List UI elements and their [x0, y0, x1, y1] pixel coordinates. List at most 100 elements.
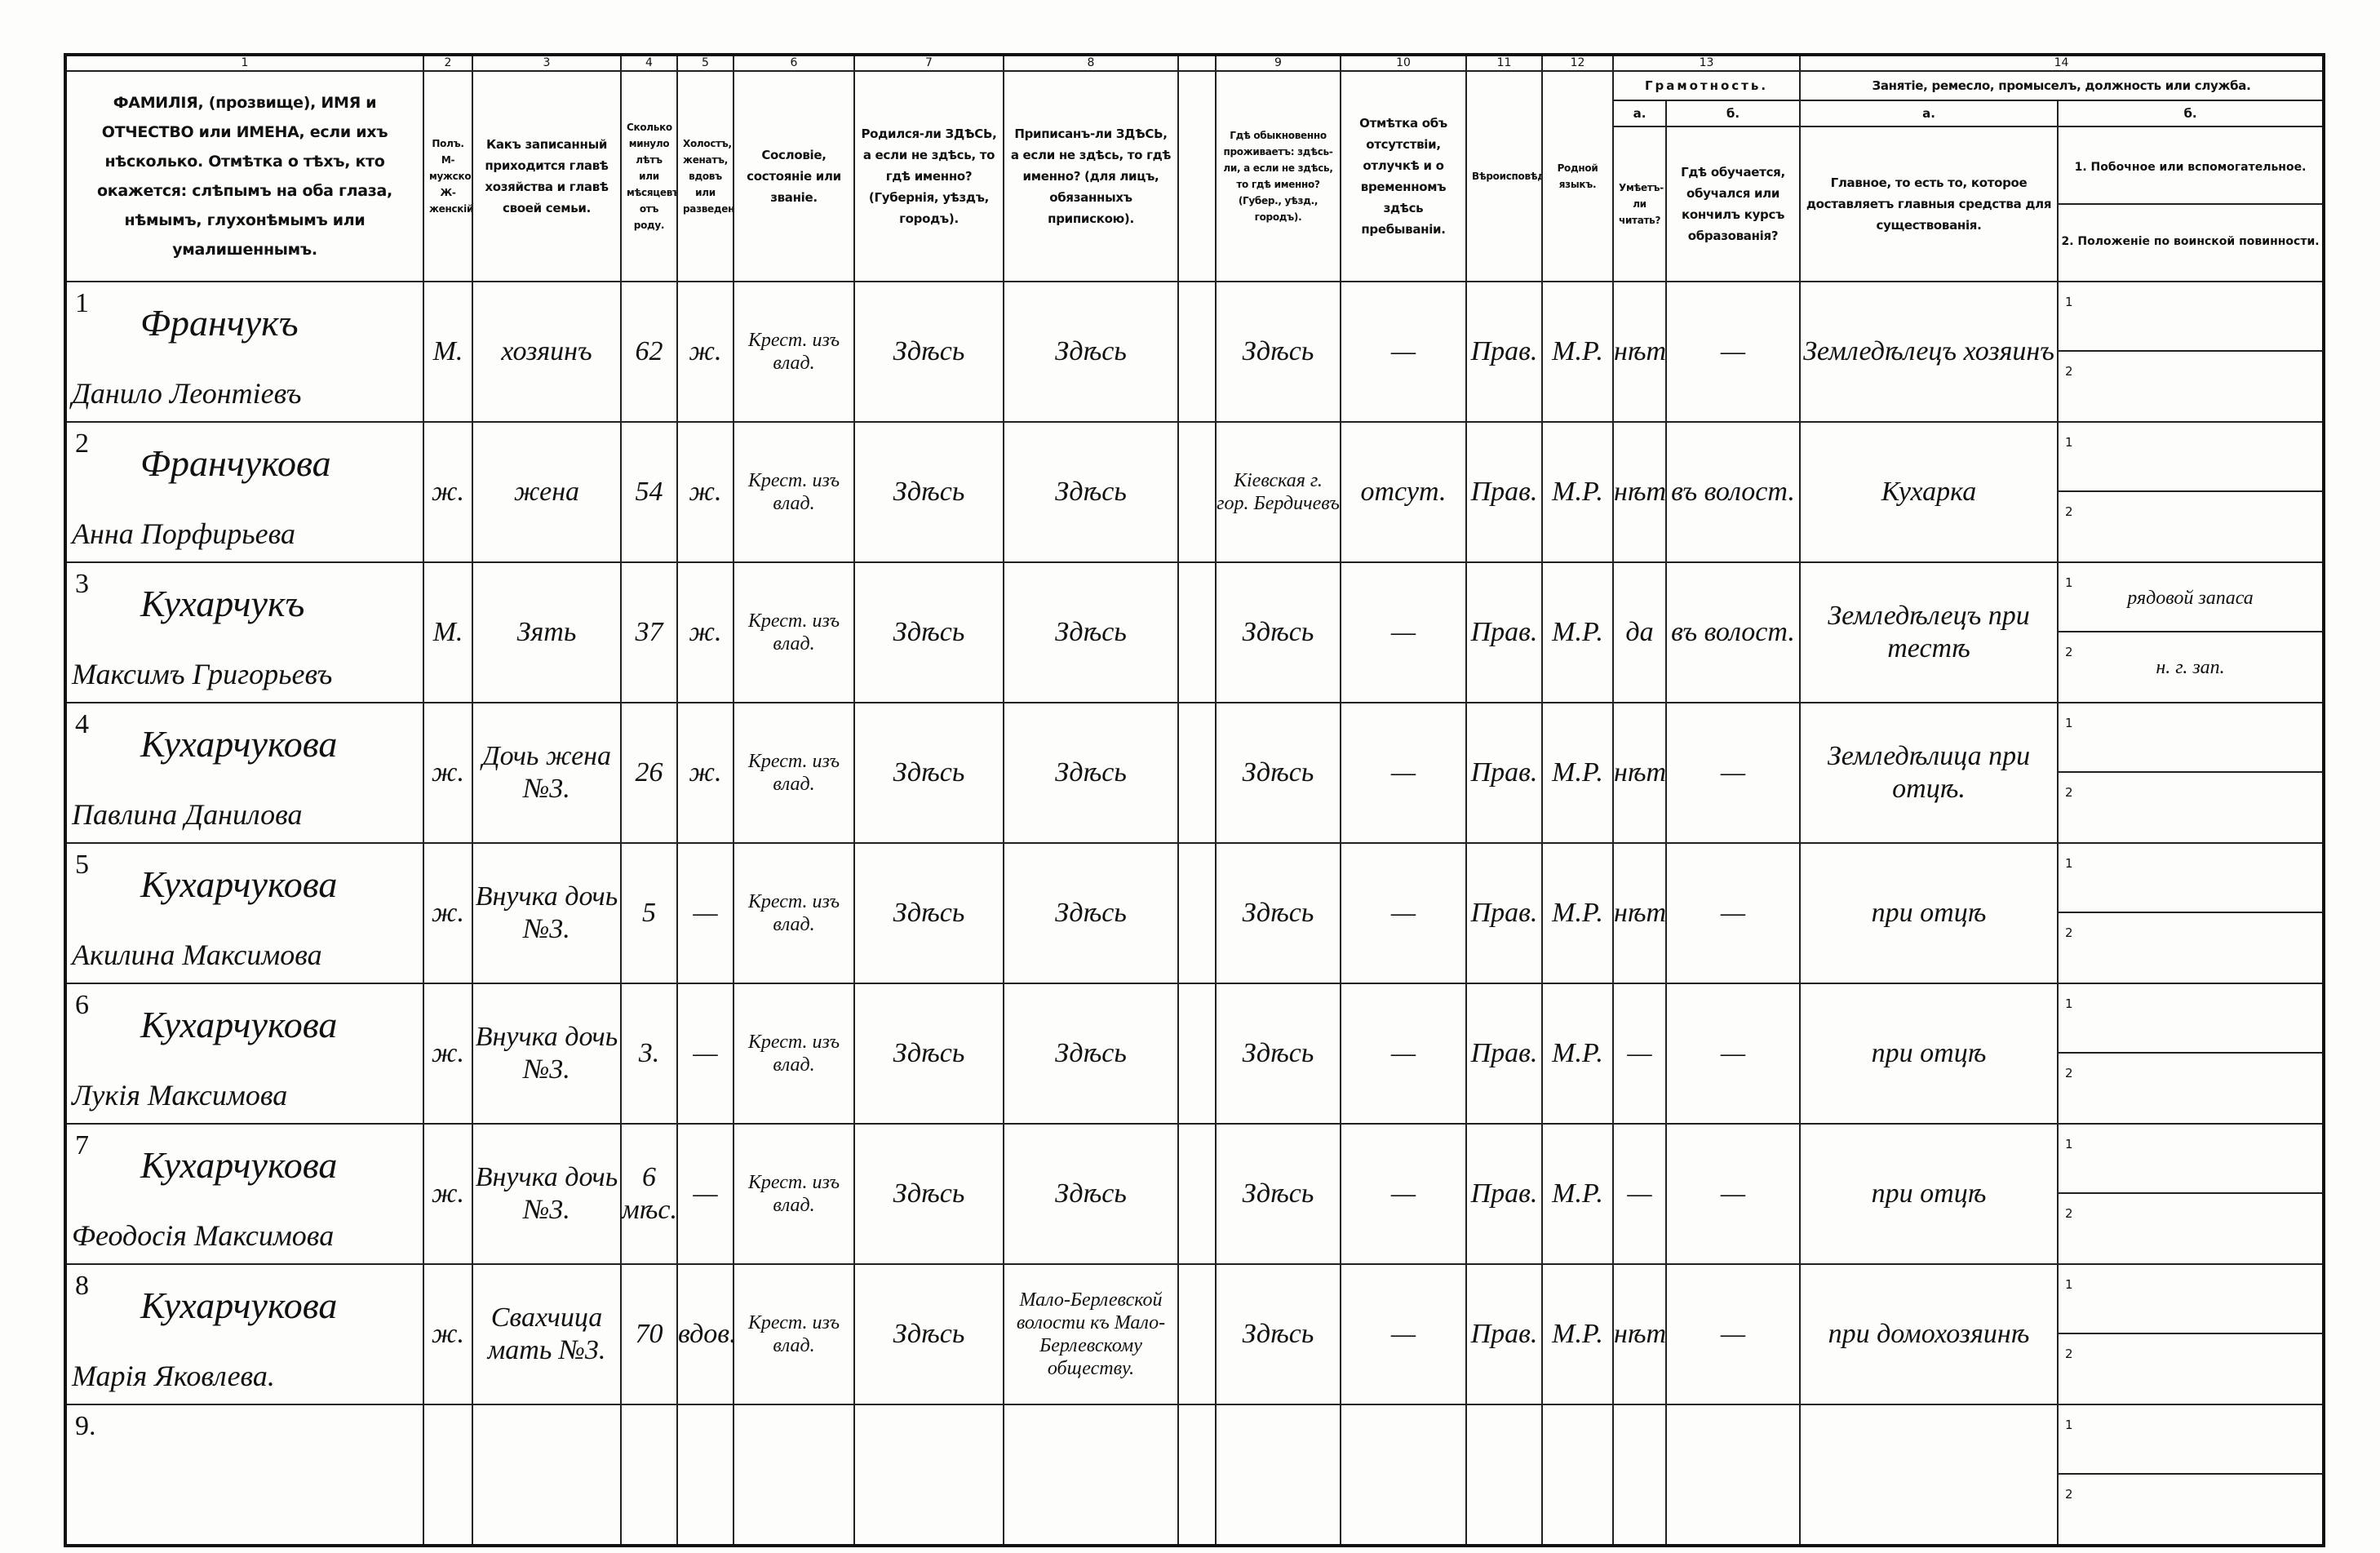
age: 37 — [635, 617, 663, 647]
literate-cell: нѣтъ — [1612, 842, 1667, 984]
literate-cell: нѣтъ — [1612, 421, 1667, 563]
sex-cell: М. — [423, 281, 473, 423]
occupation: Кухарка — [1881, 477, 1977, 507]
born-cell: Здѣсь — [853, 1123, 1004, 1265]
education-cell — [1664, 1404, 1802, 1546]
literate: нѣтъ — [1614, 757, 1666, 788]
education: — — [1720, 1319, 1746, 1349]
religion-cell: Прав. — [1465, 1123, 1543, 1265]
row-number: 1 — [75, 288, 89, 318]
secondary-half: 2 — [2059, 771, 2323, 841]
estate-cell: Крест. изъ влад. — [733, 281, 855, 423]
residence: Здѣсь — [1242, 1178, 1314, 1209]
language: М.Р. — [1552, 1319, 1603, 1349]
secondary-half: 1 рядовой запаса — [2059, 564, 2322, 632]
education-cell: — — [1664, 702, 1802, 844]
column-header: Гдѣ обыкновенно проживаетъ: здѣсь-ли, а … — [1215, 70, 1341, 282]
marital: — — [693, 898, 718, 928]
sub-label: 1 — [2065, 1418, 2073, 1432]
row-number: 3 — [75, 569, 89, 599]
absence: — — [1390, 1038, 1416, 1068]
marital-cell: ж. — [676, 702, 734, 844]
religion: Прав. — [1470, 617, 1538, 647]
residence: Здѣсь — [1242, 336, 1314, 366]
row-number: 2 — [75, 428, 89, 459]
secondary-half: 2 — [2059, 912, 2323, 982]
sex-cell: ж. — [423, 983, 473, 1125]
age: 5 — [642, 898, 656, 928]
name-cell: 5 Кухарчукова Акилина Максимова — [64, 842, 424, 984]
row-number: 7 — [75, 1130, 89, 1160]
religion: Прав. — [1470, 898, 1538, 928]
column-number: 7 — [853, 54, 1004, 72]
religion-cell: Прав. — [1465, 842, 1543, 984]
sub-header: 1. Побочное или вспомогательное. — [2074, 160, 2307, 174]
sub-label: 1 — [2065, 996, 2073, 1011]
column-numbers: 1 2 3 4 5 6 7 8 9 10 11 12 13 14 — [64, 54, 2325, 72]
marital-cell: ж. — [676, 281, 734, 423]
occupation: Земледѣлецъ хозяинъ — [1803, 336, 2054, 366]
given-name: Максимъ Григорьевъ — [72, 658, 333, 690]
estate-cell: Крест. изъ влад. — [733, 561, 855, 703]
sub-label: 1 — [2065, 716, 2073, 730]
literate-cell: нѣтъ — [1612, 702, 1667, 844]
registered-cell: Здѣсь — [1003, 421, 1179, 563]
occupation: при домохозяинѣ — [1828, 1319, 2030, 1349]
age: 3. — [638, 1038, 660, 1068]
residence: Здѣсь — [1242, 1038, 1314, 1068]
name-cell: 3 Кухарчукъ Максимъ Григорьевъ — [64, 561, 424, 703]
registered: Здѣсь — [1055, 898, 1127, 928]
sub-header: Главное, то есть то, которое доставляетъ… — [1799, 126, 2059, 282]
born-cell: Здѣсь — [853, 983, 1004, 1125]
military: н. г. зап. — [2156, 656, 2225, 678]
relation-cell: Внучка дочь №3. — [472, 842, 622, 984]
born-cell: Здѣсь — [853, 421, 1004, 563]
sub-header: 2. Положеніе по воинской повинности. — [2059, 203, 2323, 277]
marital: вдов. — [678, 1319, 734, 1349]
absence-cell: — — [1340, 1263, 1467, 1405]
sex-cell: ж. — [423, 421, 473, 563]
column-number: 4 — [620, 54, 678, 72]
sub-label: 1 — [2065, 575, 2073, 590]
relation-cell: Дочь жена №3. — [472, 702, 622, 844]
column-number: 3 — [472, 54, 622, 72]
sex: ж. — [431, 898, 465, 928]
religion-cell: Прав. — [1465, 983, 1543, 1125]
marital-cell: ж. — [676, 561, 734, 703]
religion-cell: Прав. — [1465, 561, 1543, 703]
estate-cell: Крест. изъ влад. — [733, 842, 855, 984]
column-header: Вѣроисповѣданіе. — [1465, 70, 1543, 282]
education-cell: — — [1664, 1263, 1802, 1405]
registered-cell: Здѣсь — [1003, 983, 1179, 1125]
education-cell: въ волост. — [1664, 421, 1802, 563]
sub-label: 1 — [2065, 295, 2073, 309]
literate-cell: — — [1612, 1123, 1667, 1265]
language-cell: М.Р. — [1541, 1123, 1614, 1265]
column-header: Приписанъ-ли ЗДѢСЬ, а если не здѣсь, то … — [1003, 70, 1179, 282]
registered-cell: Здѣсь — [1003, 281, 1179, 423]
secondary-half: 1 — [2059, 1406, 2322, 1475]
column-number: 13 — [1611, 54, 1802, 72]
name-cell: 6 Кухарчукова Лукія Максимова — [64, 983, 424, 1125]
sex-cell: ж. — [423, 1263, 473, 1405]
secondary-half: 1 — [2059, 283, 2322, 352]
column-header: Родной языкъ. — [1541, 70, 1614, 282]
sex: ж. — [431, 477, 465, 507]
relation: Дочь жена №3. — [481, 741, 612, 804]
secondary-half: 2 н. г. зап. — [2059, 631, 2323, 701]
born-cell: Здѣсь — [853, 842, 1004, 984]
residence: Здѣсь — [1242, 757, 1314, 788]
sex: М. — [432, 336, 463, 366]
secondary-half: 1 — [2059, 1266, 2322, 1334]
absence-cell: — — [1340, 983, 1467, 1125]
name-cell: 7 Кухарчукова Феодосія Максимова — [64, 1123, 424, 1265]
absence-cell: — — [1340, 702, 1467, 844]
religion-cell: Прав. — [1465, 702, 1543, 844]
given-name: Марія Яковлева. — [72, 1360, 275, 1392]
occupation: при отцѣ — [1871, 1178, 1987, 1209]
residence-cell: Здѣсь — [1215, 702, 1341, 844]
estate: Крест. изъ влад. — [747, 1312, 840, 1356]
marital-cell: — — [676, 983, 734, 1125]
age-cell: 37 — [620, 561, 678, 703]
